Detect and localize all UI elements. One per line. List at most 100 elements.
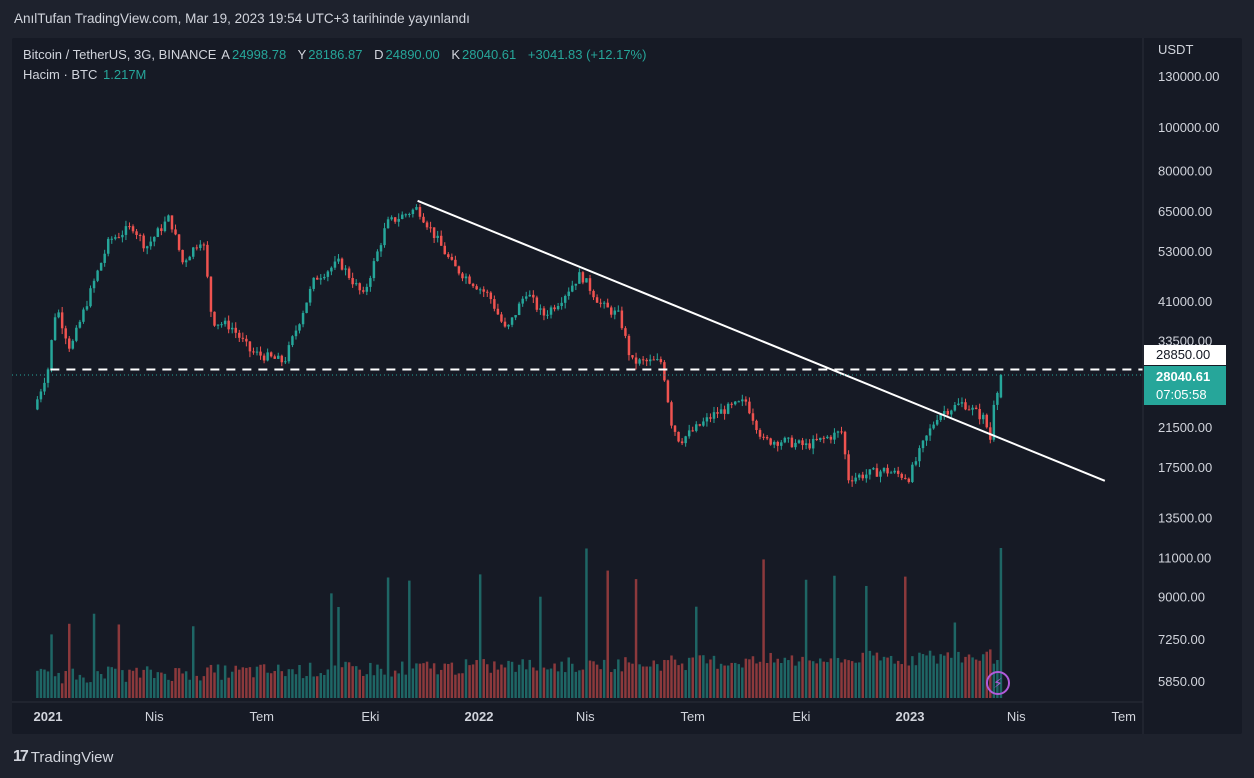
level-price-tag: 28850.00 <box>1144 345 1226 365</box>
candle-body-258 <box>950 410 953 415</box>
candle-body-196 <box>730 403 733 405</box>
candle-body-97 <box>379 245 383 252</box>
volume-bar-103 <box>401 661 404 698</box>
volume-bar-68 <box>277 664 280 698</box>
price-chart[interactable]: 130000.00 100000.00 80000.00 65000.00 53000.… <box>12 38 1242 734</box>
candle-body-95 <box>372 261 376 279</box>
volume-bar-167 <box>627 662 631 698</box>
volume-bar-253 <box>932 655 935 698</box>
candle-body-114 <box>439 235 443 246</box>
open-value: 24998.78 <box>231 47 287 62</box>
volume-bar-49 <box>209 664 213 698</box>
volume-bar-170 <box>638 664 641 698</box>
time-label-6: Tem <box>680 709 705 724</box>
chart-panel[interactable] <box>12 38 1242 734</box>
volume-bar-179 <box>670 655 673 698</box>
volume-bar-117 <box>450 662 454 698</box>
candle-body-174 <box>652 359 656 361</box>
tradingview-logo[interactable]: 17 TradingView <box>13 747 113 767</box>
candle-body-241 <box>889 472 893 474</box>
lightning-icon[interactable]: ⚡ <box>986 671 1010 695</box>
candle-body-127 <box>486 291 489 293</box>
volume-bar-116 <box>447 663 450 698</box>
candle-body-150 <box>567 291 570 296</box>
volume-bar-76 <box>305 676 308 698</box>
volume-bar-142 <box>539 596 542 698</box>
candle-body-37 <box>167 215 170 222</box>
candle-body-158 <box>595 297 599 303</box>
volume-bar-206 <box>765 663 769 698</box>
time-label-9: Nis <box>1007 709 1026 724</box>
volume-bar-99 <box>386 577 390 698</box>
candle-body-161 <box>606 302 609 308</box>
volume-bar-41 <box>181 673 184 698</box>
candle-body-62 <box>255 351 259 353</box>
volume-bar-10 <box>71 668 75 698</box>
time-label-8: 2023 <box>896 709 925 724</box>
candle-body-129 <box>493 299 496 309</box>
candle-body-44 <box>192 247 195 257</box>
candle-body-131 <box>500 314 503 322</box>
candle-body-91 <box>358 283 361 291</box>
volume-bar-84 <box>333 665 337 698</box>
candle-body-254 <box>935 419 939 425</box>
volume-bar-79 <box>315 676 319 698</box>
candle-body-205 <box>762 436 765 438</box>
volume-bar-190 <box>709 659 712 698</box>
time-label-10: Tem <box>1111 709 1136 724</box>
candle-body-132 <box>503 321 507 327</box>
candle-body-141 <box>535 297 539 310</box>
volume-bar-163 <box>613 669 617 698</box>
volume-bar-45 <box>195 675 199 698</box>
volume-bar-72 <box>291 669 294 698</box>
volume-bars <box>36 548 1003 698</box>
volume-bar-56 <box>234 665 237 698</box>
volume-bar-155 <box>585 548 588 698</box>
volume-bar-173 <box>648 666 652 698</box>
candle-body-179 <box>670 402 673 426</box>
volume-bar-141 <box>535 670 539 698</box>
candle-body-160 <box>602 302 606 304</box>
candle-body-83 <box>330 267 333 272</box>
volume-bar-257 <box>946 652 950 698</box>
volume-bar-196 <box>730 662 733 698</box>
volume-bar-52 <box>220 679 223 698</box>
candle-body-20 <box>106 238 110 254</box>
candle-body-272 <box>999 375 1003 398</box>
volume-bar-95 <box>372 675 376 698</box>
candle-body-234 <box>865 474 868 479</box>
candle-body-92 <box>362 290 365 292</box>
time-label-0: 2021 <box>34 709 63 724</box>
symbol-label[interactable]: Bitcoin / TetherUS, 3G, BINANCE <box>23 47 217 62</box>
volume-bar-267 <box>981 654 985 698</box>
candle-body-204 <box>758 430 762 437</box>
candle-body-84 <box>333 261 337 268</box>
volume-bar-62 <box>255 666 259 698</box>
candle-body-164 <box>617 310 620 312</box>
candle-body-73 <box>294 330 298 337</box>
candle-body-90 <box>354 283 358 285</box>
volume-bar-91 <box>358 669 361 698</box>
volume-bar-229 <box>847 660 850 698</box>
candle-body-171 <box>641 359 645 361</box>
candle-body-235 <box>868 469 872 475</box>
candle-body-50 <box>213 311 216 326</box>
volume-bar-63 <box>259 664 262 698</box>
candle-body-163 <box>613 310 617 315</box>
candle-body-135 <box>514 314 517 318</box>
candle-body-72 <box>291 336 294 346</box>
volume-bar-198 <box>737 664 741 698</box>
candle-body-172 <box>645 359 648 362</box>
candle-body-225 <box>833 432 836 440</box>
volume-bar-207 <box>769 652 772 698</box>
volume-bar-238 <box>879 660 882 698</box>
candle-body-243 <box>896 470 900 474</box>
volume-bar-47 <box>202 676 206 698</box>
volume-bar-204 <box>758 661 762 698</box>
volume-label[interactable]: Hacim · BTC <box>23 67 98 82</box>
price-tick-8: 17500.00 <box>1158 460 1212 475</box>
volume-bar-127 <box>486 664 489 698</box>
candle-body-216 <box>801 440 804 446</box>
volume-bar-217 <box>804 579 808 698</box>
time-label-4: 2022 <box>465 709 494 724</box>
